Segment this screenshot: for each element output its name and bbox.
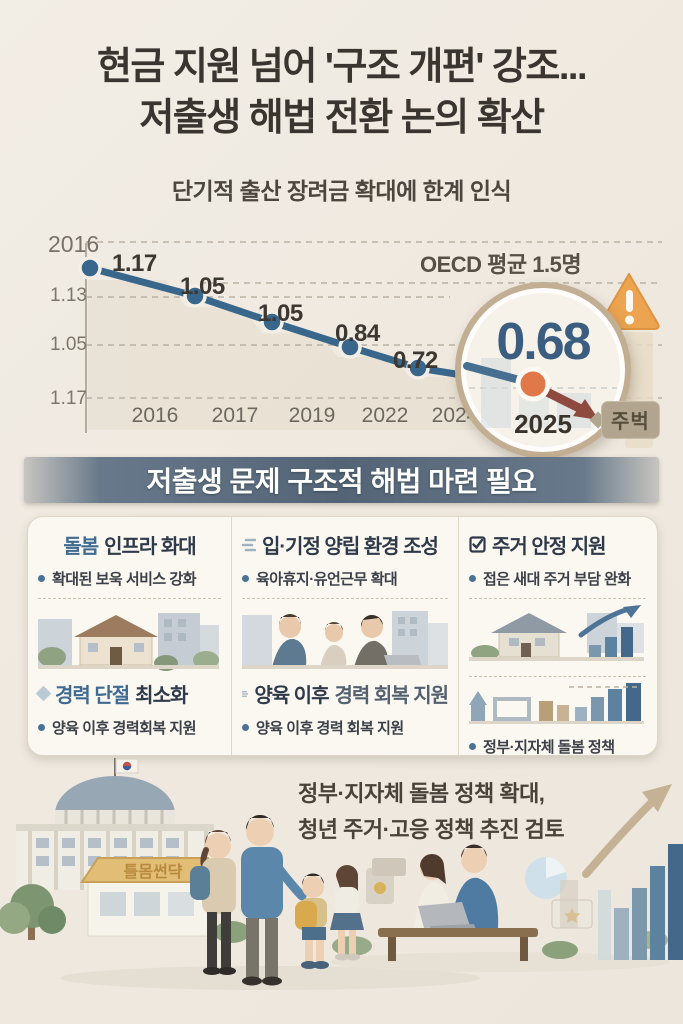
korean-flag-icon <box>115 758 139 774</box>
section-banner: 저출생 문제 구조적 해법 마련 필요 <box>24 457 659 503</box>
point-label-2016: 1.17 <box>112 250 157 277</box>
x-tick-2017: 2017 <box>211 404 259 427</box>
card4-header: 경력 단절 최소화 <box>35 679 221 708</box>
x-tick-2016: 2016 <box>131 404 179 427</box>
card3-header: 주거 안정 지원 <box>469 530 646 559</box>
government-building-illustration: 틀몸썬댝 <box>16 758 226 937</box>
card5-header-strong: 양육 이후 <box>254 685 329 707</box>
bullet-dot-icon <box>242 575 249 582</box>
point-label-2019: 1.05 <box>258 300 303 327</box>
daycare-house-illustration <box>38 613 219 671</box>
y-tick-2: 1.05 <box>50 334 87 355</box>
card4-header-accent: 경력 단절 <box>55 685 130 707</box>
footer-line-2: 청년 주거·고응 정책 추진 검토 <box>298 816 565 842</box>
bullet-dot-icon <box>38 724 45 731</box>
card3-bullet: 접은 새대 주거 부담 완화 <box>469 568 646 589</box>
card1-bullet: 확대된 보욱 서비스 강화 <box>38 568 221 589</box>
bullet-dot-icon <box>469 743 476 750</box>
gridlines <box>86 241 662 399</box>
highlight-magnifier-circle: 0.68 2025 <box>455 282 631 458</box>
dashed-divider <box>469 676 646 677</box>
list-icon <box>242 538 256 551</box>
speech-badge: 주벅 <box>601 401 660 439</box>
dashed-divider <box>469 598 646 599</box>
card6-bullet: 정부·지자체 돌봄 정책 <box>469 736 646 757</box>
highlight-point <box>515 366 551 402</box>
card2-header: 입·기정 양립 환경 조성 <box>242 530 448 559</box>
card5-header-rest: 경력 회복 지원 <box>334 685 449 707</box>
policy-cards-panel: 돌봄 인프라 화대 확대된 보욱 서비스 강화 <box>27 516 658 756</box>
x-tick-2022: 2022 <box>361 404 409 427</box>
oecd-average-label: OECD 평균 1.5명 <box>420 252 582 277</box>
policy-bars-illustration <box>469 683 644 724</box>
footer-line-1: 정부·지자체 돌봄 정책 확대, <box>298 781 545 806</box>
y-tick-1: 1.13 <box>50 285 87 306</box>
y-tick-3: 1.17 <box>50 388 87 409</box>
card-housing-support: 주거 안정 지원 접은 새대 주거 부담 완화 <box>459 517 656 757</box>
family-illustration <box>190 814 364 986</box>
diamond-icon <box>35 685 52 702</box>
bullet-dot-icon <box>469 575 476 582</box>
card1-header-accent: 돌봄 <box>63 536 99 558</box>
dashed-divider <box>38 598 221 599</box>
point-label-2017: 1.05 <box>180 273 225 300</box>
housing-growth-illustration <box>469 605 644 661</box>
highlight-year: 2025 <box>514 409 572 439</box>
card1-header: 돌봄 인프라 화대 <box>38 530 221 559</box>
growth-chart-illustration <box>582 784 683 960</box>
bottom-scene-illustration: 틀몸썬댝 <box>0 758 683 990</box>
title-line-1: 현금 지원 넘어 '구조 개편' 강조... <box>96 46 588 88</box>
checkbox-icon <box>469 536 486 553</box>
working-parents-illustration <box>242 611 448 669</box>
card5-bullet: 양육 이후 경력 회복 지원 <box>242 717 448 738</box>
magnifier-inner-graphic <box>463 358 617 428</box>
trend-line <box>86 264 504 385</box>
point-label-2024: 0.72 <box>393 347 438 374</box>
card-work-family-balance: 입·기정 양립 환경 조성 육아휴지·유언근무 확대 <box>231 517 459 755</box>
dashed-divider <box>242 598 448 599</box>
card2-bullet: 육아휴지·유언근무 확대 <box>242 568 448 589</box>
subtitle: 단기적 출산 장려금 확대에 한계 인식 <box>171 178 512 204</box>
page-title: 현금 지원 넘어 '구조 개편' 강조... 저출생 해법 전환 논의 확산 <box>0 42 683 145</box>
card-care-infrastructure: 돌봄 인프라 화대 확대된 보욱 서비스 강화 <box>28 517 231 755</box>
banner-text: 저출생 문제 구조적 해법 마련 필요 <box>146 466 537 497</box>
card4-bullet: 양육 이후 경력회복 지원 <box>38 717 221 738</box>
desk-scene-illustration <box>366 844 593 961</box>
footer-note: 정부·지자체 돌봄 정책 확대, 청년 주거·고응 정책 추진 검토 <box>298 776 565 847</box>
point-label-2022: 0.84 <box>335 320 380 347</box>
highlight-value: 0.68 <box>496 313 591 371</box>
bullet-dot-icon <box>242 724 249 731</box>
top-axis-label: 2016 <box>48 231 100 257</box>
card1-header-rest: 인프라 화대 <box>104 536 197 558</box>
x-tick-2019: 2019 <box>288 404 336 427</box>
menu-lines-icon <box>242 690 249 697</box>
card4-header-rest: 최소화 <box>135 685 188 707</box>
pie-chart-icon <box>525 857 567 899</box>
bullet-dot-icon <box>38 575 45 582</box>
card5-header: 양육 이후 경력 회복 지원 <box>242 679 449 708</box>
title-line-2: 저출생 해법 전환 논의 확산 <box>139 97 545 140</box>
data-points <box>78 256 430 380</box>
building-sign-text: 틀몸썬댝 <box>124 863 183 881</box>
